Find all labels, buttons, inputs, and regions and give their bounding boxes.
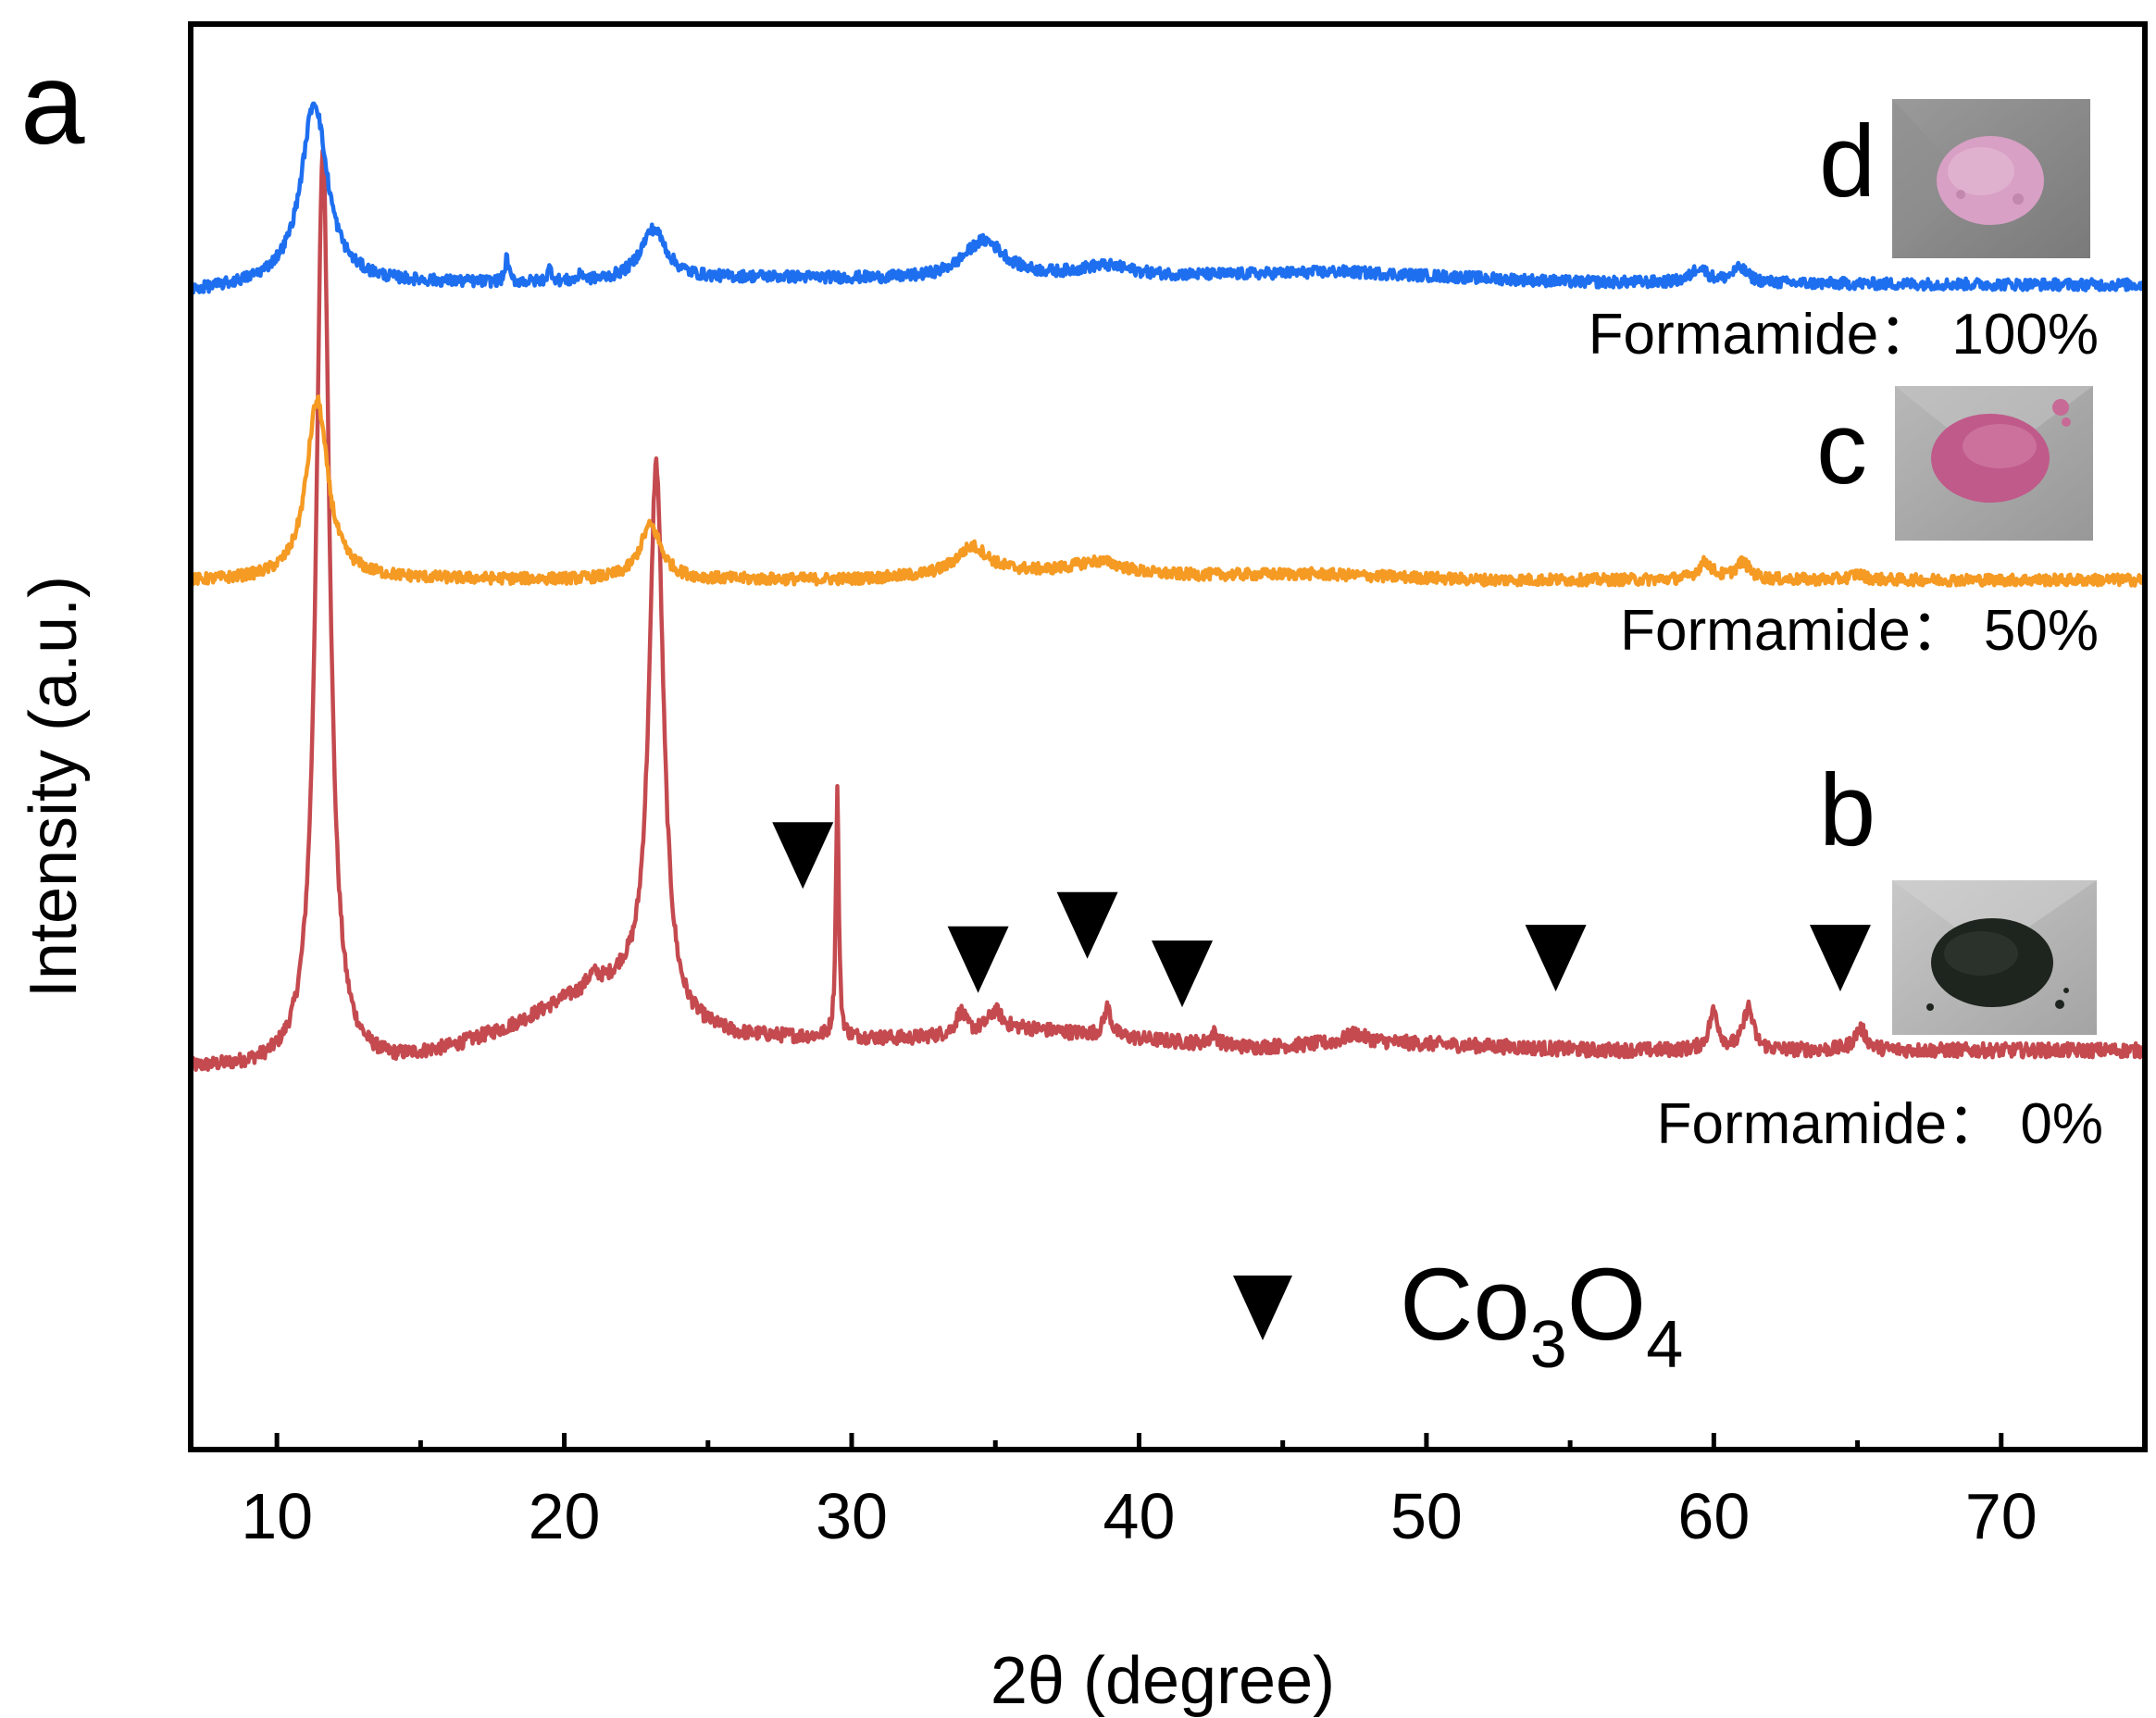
x-tick-label: 60: [1677, 1480, 1750, 1552]
co3o4-marker: [1152, 940, 1214, 1008]
plot-frame: [188, 21, 2148, 1452]
sample-label-d: d: [1819, 105, 1876, 218]
y-axis-label: Intensity (a.u.): [17, 576, 91, 998]
legend-label-co3o4: Co3O4: [1400, 1248, 1683, 1382]
co3o4-marker: [1525, 925, 1587, 992]
x-axis-ticks: 10 20 30 40 50 60 70: [241, 1433, 2148, 1552]
series-line-c: [189, 394, 2147, 588]
co3o4-marker: [772, 822, 834, 890]
x-tick-label: 40: [1103, 1480, 1176, 1552]
legend-marker-icon: [1233, 1276, 1292, 1340]
x-tick-label: 30: [816, 1480, 888, 1552]
pink-powder-photo: [1892, 99, 2090, 258]
caption-formamide-50: Formamide： 50%: [1620, 599, 2099, 663]
x-tick-label: 70: [1965, 1480, 2038, 1552]
caption-formamide-100: Formamide： 100%: [1589, 303, 2099, 367]
series-line-b: [188, 148, 2147, 1072]
co3o4-marker: [1809, 925, 1871, 992]
co3o4-legend: Co3O4: [1233, 1248, 1683, 1382]
x-tick-label: 20: [529, 1480, 601, 1552]
co3o4-markers: [772, 822, 1871, 1008]
sample-label-c: c: [1816, 392, 1867, 505]
co3o4-marker: [1056, 891, 1118, 959]
sample-label-b: b: [1819, 753, 1876, 867]
magenta-powder-photo: [1895, 386, 2093, 541]
series-line-d: [189, 101, 2147, 295]
x-axis-label: 2θ (degree): [991, 1644, 1335, 1718]
series-layer: [188, 101, 2147, 1072]
x-tick-label: 50: [1390, 1480, 1463, 1552]
caption-formamide-0: Formamide： 0%: [1657, 1092, 2103, 1156]
x-tick-label: 10: [241, 1480, 313, 1552]
black-powder-photo: [1892, 880, 2097, 1035]
co3o4-marker: [947, 926, 1009, 993]
panel-label: a: [20, 40, 85, 168]
